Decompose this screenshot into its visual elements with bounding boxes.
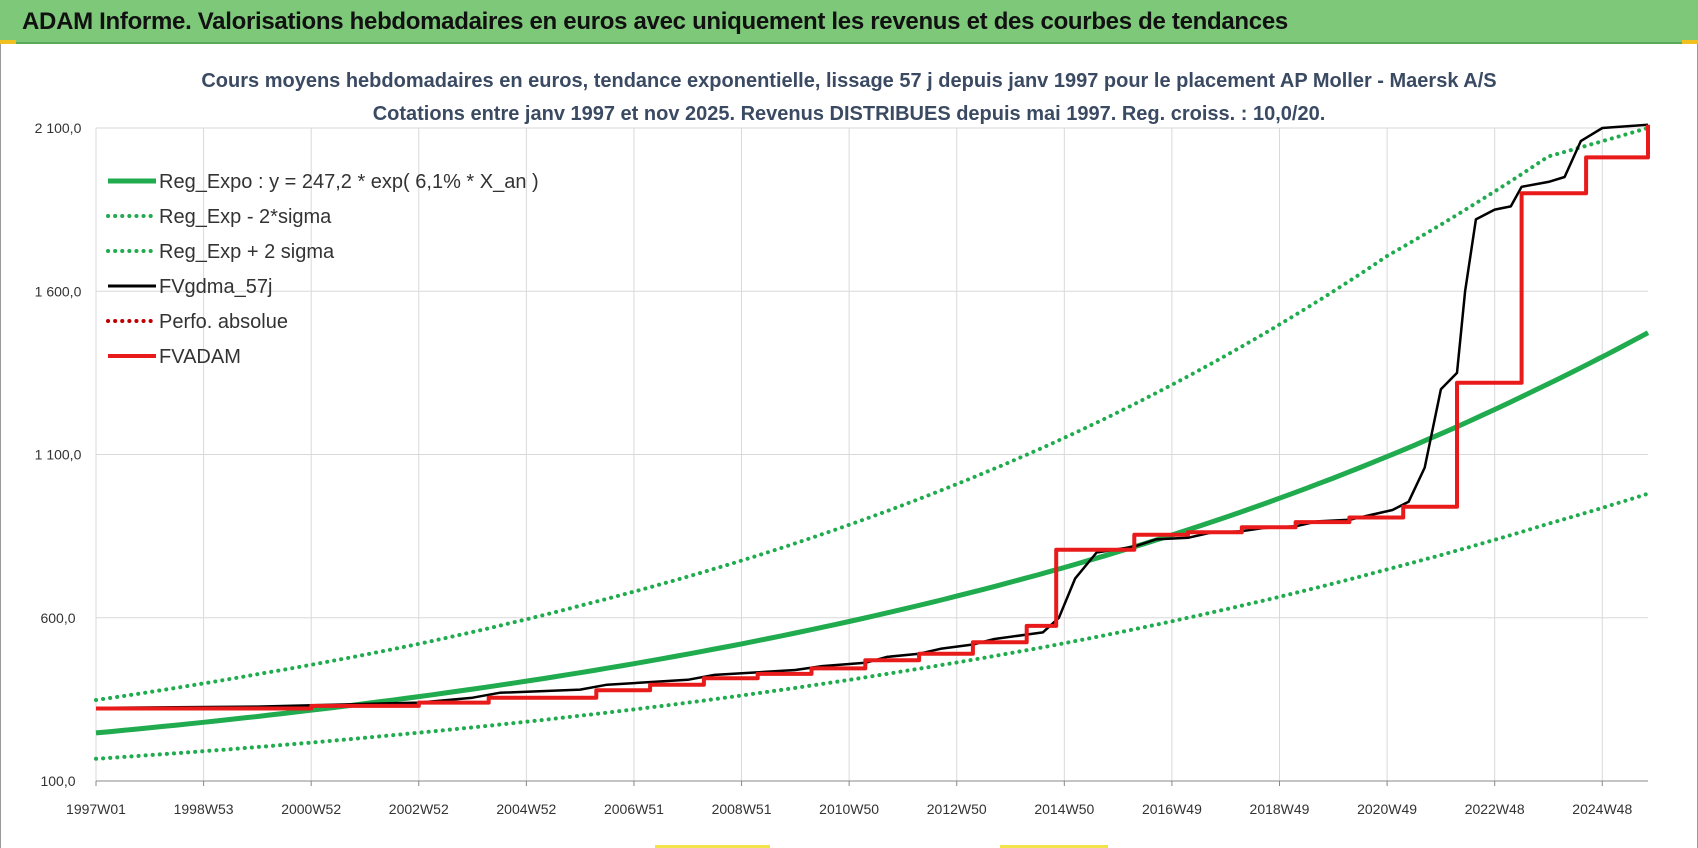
x-tick-label: 2016W49 [1142, 801, 1202, 817]
legend-label: Perfo. absolue [159, 311, 288, 333]
x-tick-label: 1997W01 [66, 801, 126, 817]
regression-plus-2-sigma [94, 126, 1650, 702]
regression-minus-2-sigma [94, 491, 1650, 761]
x-tick-label: 2002W52 [389, 801, 449, 817]
legend-label: Reg_Exp - 2*sigma [159, 206, 332, 228]
legend-item-minus-2-sigma: Reg_Exp - 2*sigma [106, 206, 332, 228]
x-tick-label: 2010W50 [819, 801, 879, 817]
legend-label: FVgdma_57j [159, 276, 272, 298]
legend-label: Reg_Exp + 2 sigma [159, 241, 335, 263]
legend-item-regression: Reg_Expo : y = 247,2 * exp( 6,1% * X_an … [108, 171, 539, 193]
legend-item-plus-2-sigma: Reg_Exp + 2 sigma [106, 241, 335, 263]
axes: 100,0 600,0 1 100,0 1 600,0 2 100,0 1997W01 19… [35, 120, 1648, 817]
bottom-decoration-right [1000, 845, 1108, 848]
legend-item-moving-average: FVgdma_57j [108, 276, 272, 298]
legend: Reg_Expo : y = 247,2 * exp( 6,1% * X_an … [106, 171, 539, 368]
fvadam-step-line [96, 124, 1650, 711]
y-tick-label: 1 100,0 [35, 447, 82, 463]
x-tick-label: 2024W48 [1572, 801, 1632, 817]
x-tick-label: 2018W49 [1250, 801, 1310, 817]
report-title: ADAM Informe. Valorisations hebdomadaire… [22, 8, 1288, 35]
legend-item-absolute-performance: Perfo. absolue [106, 311, 288, 333]
series-lines [94, 123, 1650, 761]
x-tick-label: 2020W49 [1357, 801, 1417, 817]
x-tick-label: 2014W50 [1034, 801, 1094, 817]
x-tick-label: 2022W48 [1465, 801, 1525, 817]
legend-label: Reg_Expo : y = 247,2 * exp( 6,1% * X_an … [159, 171, 539, 193]
x-tick-label: 1998W53 [174, 801, 234, 817]
y-tick-label: 600,0 [40, 610, 75, 626]
y-tick-label: 1 600,0 [35, 283, 82, 299]
report-header: ADAM Informe. Valorisations hebdomadaire… [0, 0, 1698, 44]
x-tick-label: 2000W52 [281, 801, 341, 817]
legend-label: FVADAM [159, 346, 241, 368]
x-tick-label: 2012W50 [927, 801, 987, 817]
bottom-decoration-left [655, 845, 770, 848]
corner-mark-left [0, 40, 16, 44]
x-tick-label: 2008W51 [712, 801, 772, 817]
moving-average-line [95, 123, 1649, 710]
y-tick-label: 100,0 [40, 773, 75, 789]
legend-item-fvadam: FVADAM [108, 346, 241, 368]
chart-title: Cours moyens hebdomadaires en euros, ten… [201, 70, 1497, 92]
regression-line [95, 330, 1650, 736]
x-tick-label: 2004W52 [496, 801, 556, 817]
chart-subtitle: Cotations entre janv 1997 et nov 2025. R… [372, 103, 1326, 125]
y-tick-label: 2 100,0 [35, 120, 82, 136]
corner-mark-right [1682, 40, 1698, 44]
x-tick-label: 2006W51 [604, 801, 664, 817]
